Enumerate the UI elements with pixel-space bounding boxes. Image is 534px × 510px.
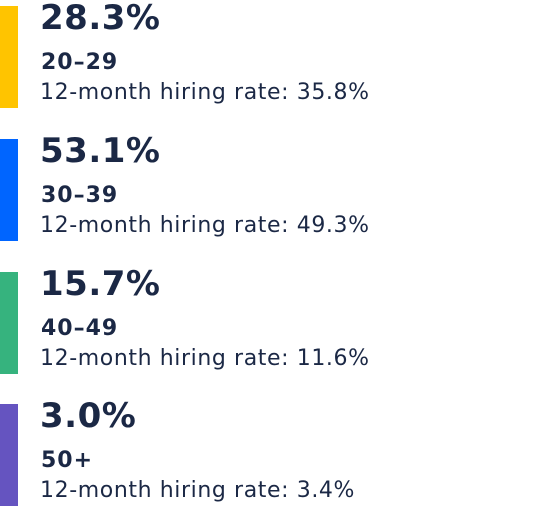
age-range-label: 30–39 bbox=[41, 183, 119, 208]
age-range-label: 40–49 bbox=[41, 316, 119, 341]
color-bar bbox=[0, 272, 18, 374]
hiring-rate-label: 12-month hiring rate: 11.6% bbox=[40, 346, 370, 371]
age-group-row: 15.7% 40–49 12-month hiring rate: 11.6% bbox=[0, 264, 534, 374]
age-group-row: 28.3% 20–29 12-month hiring rate: 35.8% bbox=[0, 0, 534, 108]
age-group-row: 3.0% 50+ 12-month hiring rate: 3.4% bbox=[0, 396, 534, 506]
share-value: 53.1% bbox=[40, 131, 161, 171]
color-bar bbox=[0, 404, 18, 506]
hiring-rate-label: 12-month hiring rate: 35.8% bbox=[40, 80, 370, 105]
age-range-label: 20–29 bbox=[41, 50, 119, 75]
share-value: 28.3% bbox=[40, 0, 161, 38]
color-bar bbox=[0, 139, 18, 241]
age-range-label: 50+ bbox=[41, 448, 94, 473]
age-group-row: 53.1% 30–39 12-month hiring rate: 49.3% bbox=[0, 131, 534, 241]
hiring-rate-label: 12-month hiring rate: 49.3% bbox=[40, 213, 370, 238]
share-value: 3.0% bbox=[40, 396, 137, 436]
color-bar bbox=[0, 6, 18, 108]
hiring-rate-label: 12-month hiring rate: 3.4% bbox=[40, 478, 356, 503]
share-value: 15.7% bbox=[40, 264, 161, 304]
